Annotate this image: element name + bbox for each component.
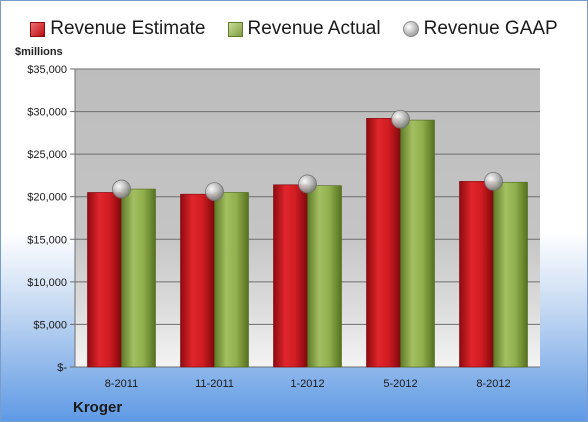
company-name: Kroger <box>73 399 123 416</box>
gaap-markers <box>112 109 503 202</box>
marker-revenue-gaap <box>112 179 131 199</box>
bar-revenue-actual <box>121 188 156 368</box>
legend-item-estimate: Revenue Estimate <box>30 18 206 40</box>
x-axis-ticks: 8-2011 11-2011 1-2012 5-2012 8-2012 <box>105 378 511 390</box>
bar-revenue-estimate <box>180 193 215 368</box>
bar-revenue-actual <box>493 181 528 368</box>
x-tick-label: 5-2012 <box>383 378 417 390</box>
y-tick-label: $35,000 <box>27 64 67 76</box>
bars <box>87 118 528 368</box>
x-tick-label: 8-2012 <box>476 378 510 390</box>
legend-label-gaap: Revenue GAAP <box>423 18 558 39</box>
legend-marker-gaap <box>402 21 419 37</box>
y-tick-label: $5,000 <box>33 319 67 331</box>
marker-revenue-gaap <box>391 109 410 129</box>
bar-revenue-estimate <box>366 118 401 368</box>
legend: Revenue Estimate Revenue Actual Revenue … <box>1 17 587 41</box>
x-tick-label: 8-2011 <box>105 378 138 390</box>
y-tick-label: $20,000 <box>27 192 67 204</box>
bar-revenue-actual <box>307 185 342 368</box>
y-axis-ticks: $- $5,000 $10,000 $15,000 $20,000 $25,000 $30,… <box>27 64 75 374</box>
bar-revenue-actual <box>214 192 249 368</box>
legend-swatch-actual <box>227 21 243 37</box>
legend-label-estimate: Revenue Estimate <box>50 18 206 39</box>
legend-item-gaap: Revenue GAAP <box>402 18 558 40</box>
y-tick-label: $10,000 <box>27 277 67 289</box>
y-tick-label: $15,000 <box>27 234 67 246</box>
legend-swatch-estimate <box>30 21 46 37</box>
marker-revenue-gaap <box>205 182 224 202</box>
y-axis-unit-label: $millions <box>15 46 63 58</box>
legend-item-actual: Revenue Actual <box>227 18 381 40</box>
bar-revenue-estimate <box>87 192 122 368</box>
bar-revenue-actual <box>400 119 435 368</box>
legend-label-actual: Revenue Actual <box>247 18 381 39</box>
bar-revenue-estimate <box>273 184 308 368</box>
marker-revenue-gaap <box>484 171 503 191</box>
y-tick-label: $30,000 <box>27 107 67 119</box>
x-tick-label: 11-2011 <box>195 378 234 390</box>
x-tick-label: 1-2012 <box>290 378 324 390</box>
y-tick-label: $25,000 <box>27 149 67 161</box>
y-tick-label: $- <box>57 362 67 374</box>
bar-revenue-estimate <box>459 181 494 368</box>
marker-revenue-gaap <box>298 174 317 194</box>
